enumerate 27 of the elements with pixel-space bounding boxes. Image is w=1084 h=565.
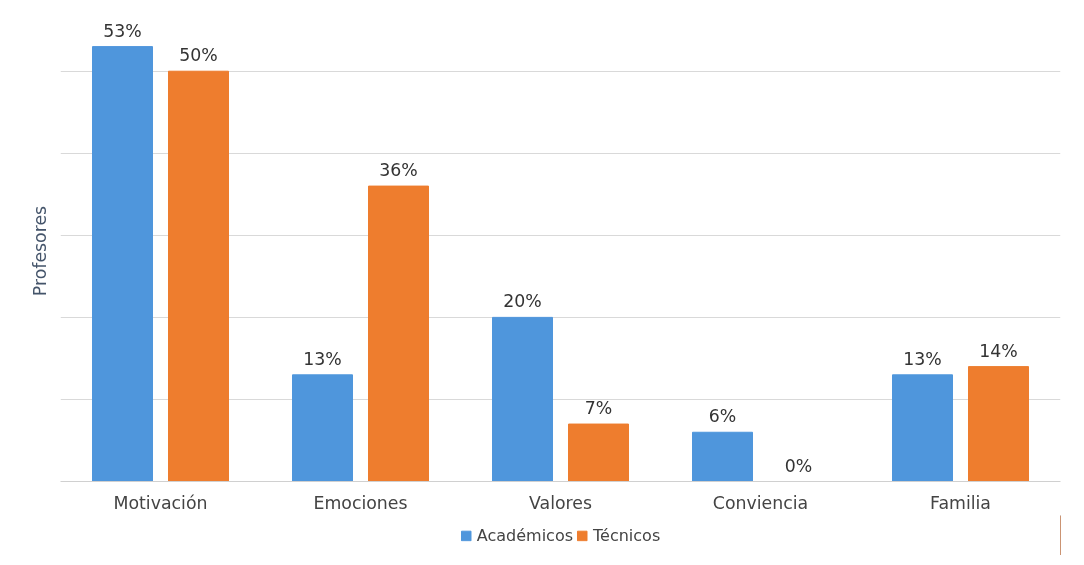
legend-label: Técnicos bbox=[593, 525, 661, 545]
bar bbox=[92, 46, 153, 482]
bar bbox=[568, 423, 629, 482]
data-label: 36% bbox=[379, 160, 418, 181]
bar bbox=[168, 70, 229, 482]
data-label: 53% bbox=[103, 20, 142, 41]
data-label: 7% bbox=[584, 398, 613, 419]
data-label: 20% bbox=[503, 291, 542, 312]
bar bbox=[968, 366, 1029, 482]
y-axis-title: Profesores bbox=[29, 205, 50, 297]
data-label: 13% bbox=[903, 348, 942, 369]
bar bbox=[492, 316, 553, 482]
bar bbox=[692, 431, 753, 482]
bar bbox=[892, 374, 953, 482]
x-tick-label: Conviencia bbox=[712, 492, 809, 513]
data-label: 0% bbox=[784, 455, 813, 476]
data-label: 13% bbox=[303, 348, 342, 369]
data-label: 14% bbox=[979, 340, 1018, 361]
x-tick-label: Familia bbox=[930, 492, 991, 513]
bar bbox=[368, 185, 429, 482]
data-label: 50% bbox=[179, 45, 218, 66]
x-tick-label: Motivación bbox=[113, 492, 208, 513]
bar bbox=[292, 374, 353, 482]
legend-label: Académicos bbox=[476, 525, 574, 545]
x-tick-label: Valores bbox=[529, 492, 592, 513]
data-label: 6% bbox=[708, 406, 737, 427]
x-tick-label: Emociones bbox=[313, 492, 408, 513]
